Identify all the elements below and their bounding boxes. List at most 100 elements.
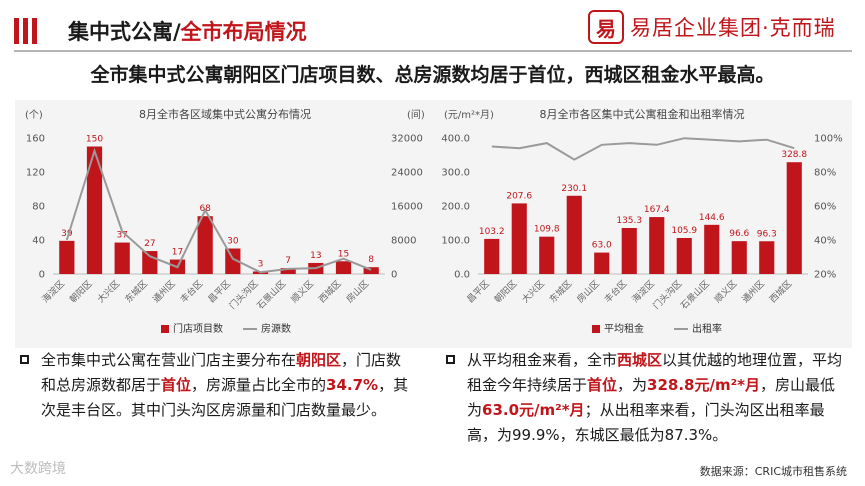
bar (511, 203, 527, 274)
bar (704, 224, 720, 274)
y-left-tick: 0 (39, 270, 45, 281)
company-logo: 易 易居企业集团·克而瑞 (588, 10, 836, 44)
x-tick-label: 房山区 (574, 278, 602, 306)
bar-value-label: 7 (285, 256, 291, 266)
y-left-tick: 160 (26, 134, 45, 145)
x-tick-label: 丰台区 (178, 278, 206, 306)
bullet-rent: 从平均租金来看，全市西城区以其优越的地理位置，平均租金今年持续居于首位，为328… (446, 348, 850, 448)
x-tick-label: 丰台区 (602, 278, 630, 306)
bar-value-label: 207.6 (506, 191, 532, 201)
legend-bar-label: 门店项目数 (173, 322, 223, 335)
bar (280, 268, 296, 274)
logo-text: 易居企业集团·克而瑞 (630, 16, 836, 40)
header-divider (14, 50, 852, 52)
legend-bar-swatch (161, 325, 169, 333)
rent-occupancy-chart: 8月全市各区集中式公寓租金和出租率情况 (元/m²*月) 0.0 100.0 200.0… (432, 100, 852, 348)
y-right-tick: 32000 (391, 134, 423, 145)
x-tick-label: 朝阳区 (68, 278, 95, 305)
x-tick-label: 东城区 (122, 278, 150, 306)
y-left-unit: (个) (25, 109, 43, 121)
line-series (491, 137, 795, 161)
bar (566, 195, 582, 274)
bar-value-label: 27 (144, 239, 155, 249)
bullet-square-icon (20, 355, 29, 364)
y-right-tick: 24000 (391, 168, 423, 179)
bullet-distribution: 全市集中式公寓在营业门店主要分布在朝阳区，门店数和总房源数都居于首位，房源量占比… (20, 348, 412, 423)
bar-value-label: 63.0 (592, 241, 612, 251)
header-bars (14, 18, 37, 44)
bar-value-label: 37 (116, 231, 127, 241)
bar (676, 237, 692, 274)
bar-value-label: 167.4 (644, 205, 670, 215)
bar-value-label: 8 (368, 255, 374, 265)
bar-value-label: 109.8 (534, 225, 560, 235)
x-tick-label: 大兴区 (519, 278, 547, 306)
y-left-tick: 300.0 (441, 168, 470, 179)
x-tick-label: 昌平区 (206, 278, 233, 305)
y-right-tick: 8000 (391, 236, 416, 247)
legend-line-label: 出租率 (692, 322, 722, 335)
legend-bar-swatch (592, 325, 600, 333)
y-left-tick: 400.0 (441, 134, 470, 145)
bar (335, 261, 352, 274)
bar (649, 217, 665, 274)
x-tick-label: 海淀区 (39, 278, 67, 306)
bar (86, 146, 103, 274)
y-right-tick: 20% (814, 270, 836, 281)
bar (59, 240, 75, 274)
bar-value-label: 328.8 (781, 150, 807, 160)
y-right-tick: 80% (814, 168, 836, 179)
bar (539, 236, 555, 274)
district-distribution-chart: 8月全市各区域集中式公寓分布情况 (个) (间) 0 40 80 120 160 0 8000 16… (15, 100, 435, 348)
y-left-tick: 0.0 (454, 270, 470, 281)
bullet-square-icon (446, 355, 455, 364)
x-tick-label: 通州区 (740, 278, 767, 305)
bar (225, 248, 241, 274)
bar (484, 238, 500, 274)
x-tick-label: 西城区 (317, 278, 344, 305)
x-tick-label: 石景山区 (679, 278, 712, 311)
y-right-tick: 100% (814, 134, 843, 145)
bar (731, 241, 747, 274)
y-left-tick: 40 (32, 236, 45, 247)
bar (621, 227, 637, 274)
y-right-tick: 60% (814, 202, 836, 213)
x-tick-label: 门头沟区 (650, 278, 684, 312)
bar (363, 267, 379, 274)
bar-value-label: 17 (172, 248, 183, 258)
legend-line-label: 房源数 (261, 322, 291, 335)
bar-value-label: 150 (86, 135, 103, 145)
bar-value-label: 103.2 (479, 227, 505, 237)
y-left-unit: (元/m²*月) (444, 109, 494, 121)
x-tick-label: 顺义区 (289, 278, 316, 305)
x-tick-label: 大兴区 (95, 278, 123, 306)
bar-value-label: 15 (338, 249, 349, 259)
x-tick-label: 朝阳区 (492, 278, 519, 305)
x-tick-label: 顺义区 (712, 278, 739, 305)
bar (197, 216, 213, 274)
bar-value-label: 13 (310, 251, 321, 261)
y-left-tick: 200.0 (441, 202, 470, 213)
x-tick-label: 房山区 (344, 278, 372, 306)
y-left-tick: 80 (32, 202, 45, 213)
y-right-unit: (间) (407, 108, 425, 121)
y-left-tick: 100.0 (441, 236, 470, 247)
y-left-tick: 120 (26, 168, 45, 179)
bar-value-label: 135.3 (616, 216, 642, 226)
x-tick-label: 通州区 (151, 278, 178, 305)
logo-mark: 易 (588, 10, 624, 44)
y-right-tick: 0 (391, 270, 397, 281)
page-title: 集中式公寓/全市布局情况 (68, 20, 307, 44)
data-source: 数据来源：CRIC城市租售系统 (699, 465, 847, 478)
x-tick-label: 海淀区 (629, 278, 657, 306)
x-tick-label: 西城区 (767, 278, 794, 305)
watermark: 大数跨境 (10, 461, 66, 477)
bar-value-label: 144.6 (699, 213, 725, 223)
x-tick-label: 东城区 (547, 278, 575, 306)
bar-value-label: 105.9 (671, 226, 697, 236)
bar-value-label: 96.3 (757, 229, 777, 239)
bar (786, 162, 802, 274)
x-tick-label: 门头沟区 (227, 278, 261, 312)
bar-value-label: 96.6 (729, 229, 749, 239)
bar-value-label: 39 (61, 229, 73, 239)
